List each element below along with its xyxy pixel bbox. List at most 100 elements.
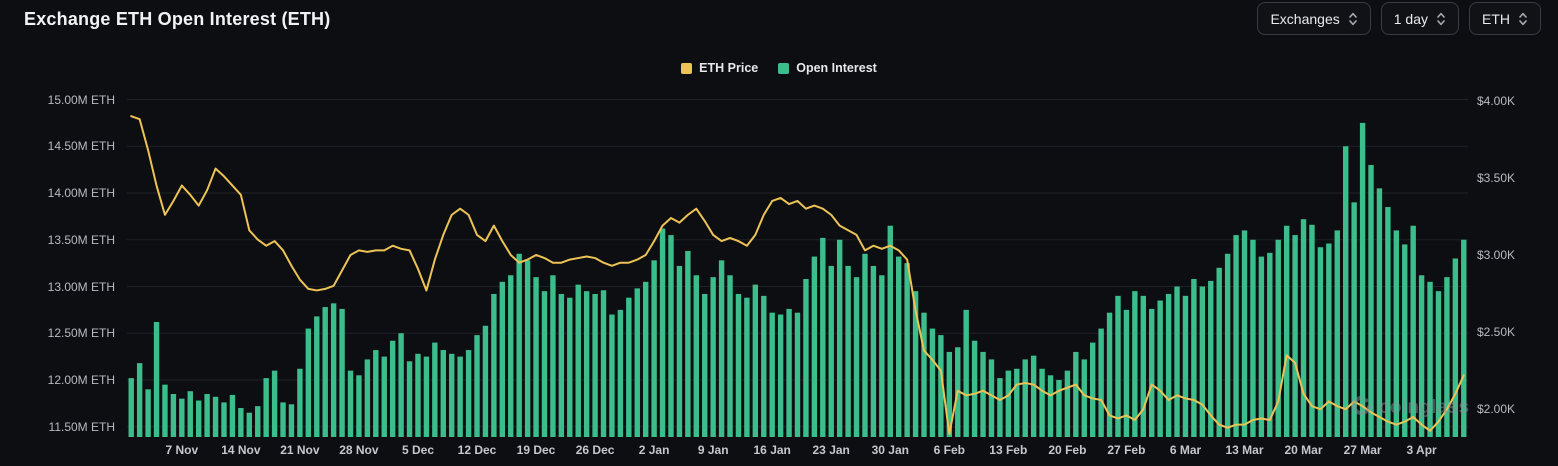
oi-bar (1452, 258, 1459, 437)
oi-bar (221, 402, 227, 437)
oi-bar (1267, 252, 1273, 437)
oi-bar (297, 368, 303, 437)
oi-bar (1275, 239, 1281, 437)
legend-item-eth-price[interactable]: ETH Price (681, 61, 758, 75)
oi-bar (1292, 235, 1298, 437)
oi-bar (1385, 207, 1391, 437)
y-tick-label-left: 14.00M ETH (47, 186, 115, 201)
x-tick-label: 2 Jan (638, 443, 670, 457)
oi-bar (558, 293, 565, 437)
oi-bar (398, 333, 404, 437)
oi-bar (482, 325, 489, 437)
oi-bar (1030, 355, 1037, 437)
oi-bar (971, 340, 978, 437)
x-tick-label: 9 Jan (697, 443, 729, 457)
oi-bar (575, 284, 581, 437)
oi-bar (533, 277, 539, 437)
oi-bar (676, 265, 683, 437)
y-axis-right: $4.00K $3.50K $3.00K $2.50K $2.00K (1477, 0, 1557, 466)
oi-bar (1258, 256, 1265, 437)
y-tick-label-right: $4.00K (1477, 93, 1516, 108)
oi-bar (870, 265, 877, 437)
oi-bar (195, 400, 202, 437)
oi-bar (153, 322, 160, 437)
oi-bar (693, 275, 699, 437)
legend-label: ETH Price (699, 61, 759, 75)
oi-bar (1115, 295, 1121, 437)
oi-bar (423, 356, 430, 437)
oi-bar (389, 340, 396, 437)
oi-bar (364, 359, 371, 437)
oi-bar (963, 309, 969, 437)
oi-bar (145, 389, 151, 437)
oi-bar (752, 284, 759, 437)
oi-bar (702, 293, 708, 437)
oi-bar (1300, 219, 1307, 437)
y-tick-label-right: $2.50K (1477, 325, 1516, 340)
oi-bar (988, 359, 995, 437)
oi-bar (904, 263, 910, 437)
y-tick-label-left: 12.50M ETH (47, 326, 115, 341)
interval-dropdown-label: 1 day (1393, 10, 1428, 27)
oi-bar (1149, 308, 1155, 437)
oi-bar (997, 378, 1003, 437)
x-tick-label: 3 Apr (1406, 443, 1437, 457)
oi-bar (491, 293, 497, 437)
oi-bar (1326, 243, 1332, 437)
oi-bar (853, 277, 860, 437)
oi-bar (651, 260, 657, 437)
oi-bar (1123, 309, 1130, 437)
plot-area[interactable] (127, 93, 1468, 437)
x-tick-label: 7 Nov (165, 443, 199, 457)
legend-item-open-interest[interactable]: Open Interest (778, 61, 877, 75)
x-tick-label: 19 Dec (516, 443, 556, 457)
oi-bar (347, 370, 354, 437)
symbol-dropdown-label: ETH (1482, 10, 1510, 27)
oi-bar (1157, 300, 1163, 437)
y-tick-label-right: $3.00K (1477, 247, 1516, 262)
oi-bar (659, 228, 666, 437)
oi-bar (1089, 342, 1096, 437)
oi-bar (1435, 291, 1442, 437)
oi-bar (541, 291, 548, 437)
oi-bar (457, 356, 463, 437)
oi-bar (330, 303, 337, 437)
y-tick-label-left: 13.50M ETH (47, 232, 115, 247)
y-tick-label-right: $2.00K (1477, 402, 1516, 417)
oi-bar (415, 353, 421, 437)
oi-bar (921, 312, 927, 437)
oi-bar (1039, 368, 1045, 437)
exchanges-dropdown[interactable]: Exchanges (1257, 2, 1371, 35)
oi-bar (786, 308, 792, 437)
symbol-dropdown[interactable]: ETH (1469, 2, 1541, 35)
oi-bar (1351, 202, 1357, 437)
oi-bar (685, 250, 691, 437)
chart-controls: Exchanges 1 day ETH (1257, 2, 1541, 35)
oi-bar (609, 314, 615, 437)
oi-bar (1056, 379, 1062, 437)
y-tick-label-right: $3.50K (1477, 170, 1516, 185)
oi-bar (1376, 188, 1383, 437)
x-tick-label: 20 Mar (1284, 443, 1323, 457)
oi-bar (744, 297, 750, 437)
oi-bar (1216, 267, 1222, 437)
x-tick-label: 30 Jan (871, 443, 909, 457)
oi-bar (600, 290, 607, 437)
oi-bar (1283, 225, 1290, 437)
oi-bar (1359, 122, 1366, 437)
oi-bar (1393, 230, 1400, 437)
oi-bar (179, 398, 185, 437)
oi-bar (1174, 286, 1180, 437)
oi-bar (1461, 239, 1467, 437)
oi-bar (187, 391, 193, 437)
open-interest-bars[interactable] (128, 122, 1467, 437)
oi-bar (1241, 230, 1248, 437)
oi-bar (896, 256, 902, 437)
oi-bar (634, 288, 640, 437)
oi-bar (465, 350, 472, 437)
x-tick-label: 6 Mar (1169, 443, 1202, 457)
oi-bar (912, 291, 919, 437)
oi-bar (1233, 235, 1239, 437)
oi-bar (280, 402, 286, 437)
interval-dropdown[interactable]: 1 day (1380, 2, 1459, 35)
